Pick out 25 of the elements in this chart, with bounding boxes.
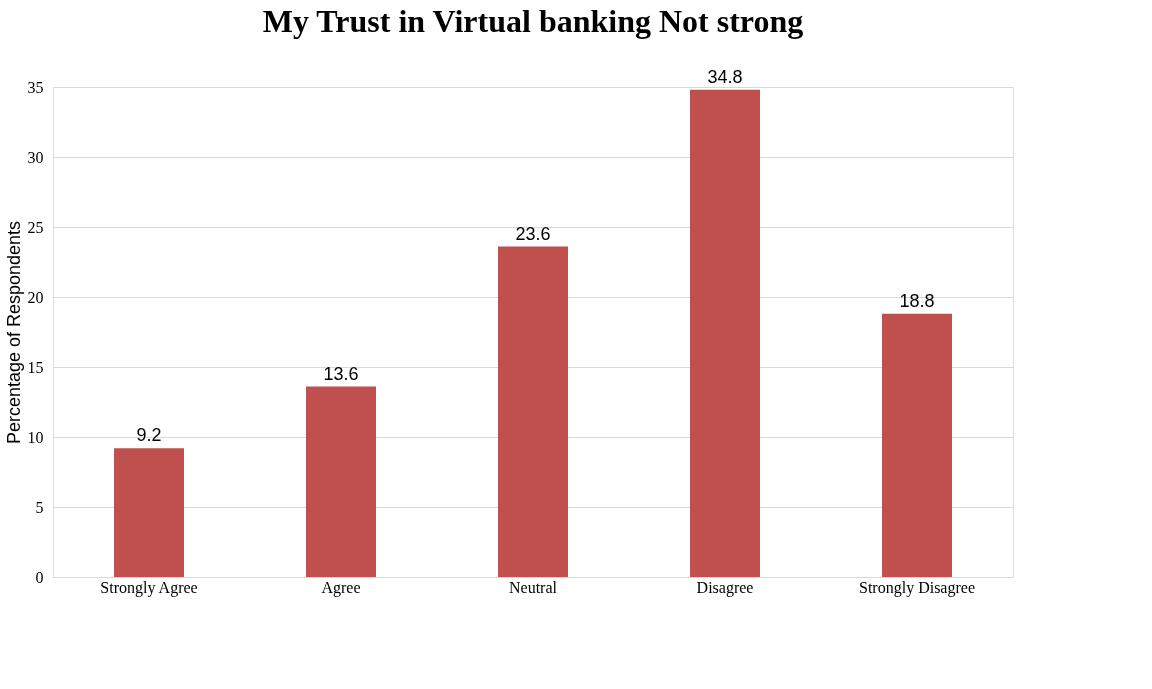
y-tick-label: 5 bbox=[35, 498, 44, 516]
y-axis-title: Percentage of Respondents bbox=[3, 220, 24, 445]
data-label: 13.6 bbox=[323, 363, 359, 384]
chart-title: My Trust in Virtual banking Not strong bbox=[262, 2, 804, 39]
y-tick-label: 30 bbox=[27, 148, 44, 166]
y-tick-label: 35 bbox=[27, 78, 44, 96]
x-tick-label: Strongly Agree bbox=[100, 578, 198, 597]
bar bbox=[114, 448, 184, 577]
y-tick-label: 15 bbox=[27, 358, 44, 376]
data-label: 23.6 bbox=[515, 223, 551, 244]
data-label: 34.8 bbox=[707, 66, 743, 87]
bar bbox=[882, 313, 952, 577]
y-tick-label: 20 bbox=[27, 288, 44, 306]
y-tick-label: 0 bbox=[35, 568, 44, 586]
bar bbox=[306, 386, 376, 577]
x-tick-label: Agree bbox=[321, 578, 361, 597]
x-tick-label: Disagree bbox=[696, 578, 754, 597]
bar bbox=[690, 89, 760, 577]
data-label: 18.8 bbox=[899, 290, 935, 311]
x-tick-label: Neutral bbox=[509, 578, 558, 596]
data-label: 9.2 bbox=[136, 425, 162, 446]
y-tick-label: 25 bbox=[27, 218, 44, 236]
x-tick-label: Strongly Disagree bbox=[859, 578, 975, 597]
y-tick-label: 10 bbox=[27, 428, 44, 446]
bar bbox=[498, 246, 568, 577]
